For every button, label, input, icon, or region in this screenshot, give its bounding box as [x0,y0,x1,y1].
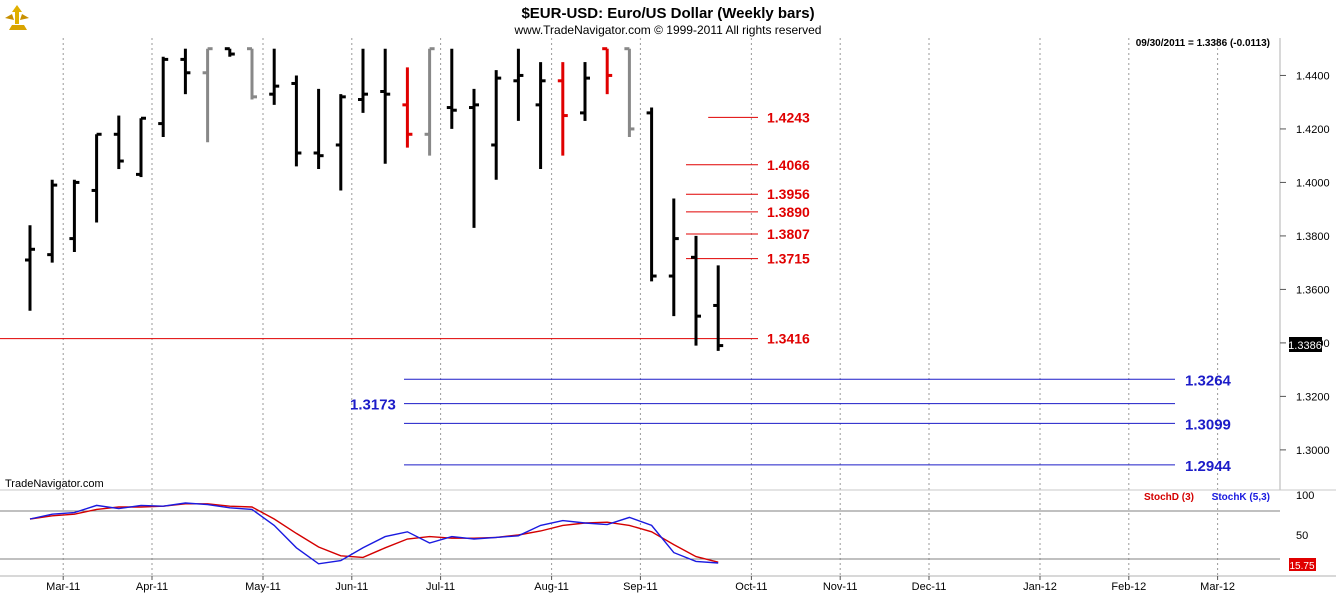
last-price-info: 09/30/2011 = 1.3386 (-0.0113) [1136,38,1270,49]
fib-level-label: 1.4243 [767,109,810,125]
x-tick-label: Jul-11 [426,581,455,593]
watermark-text: TradeNavigator.com [5,478,104,490]
stoch-y-tick-label: 50 [1296,530,1308,542]
fib-level-label: 1.3807 [767,226,810,242]
stoch-y-tick-label: 100 [1296,490,1314,502]
target-level-label: 1.2944 [1185,458,1232,475]
date-axis-ticks: Mar-11 Apr-11 May-11 Jun-11 Jul-11 Aug-11 Sep-… [46,576,1235,593]
last-price-tag: 1.3386 [1288,337,1322,352]
x-tick-label: Apr-11 [136,581,168,593]
price-axis-ticks: 1.30001.32001.34001.36001.38001.40001.42… [1280,70,1330,457]
legend-stochd: StochD (3) [1144,492,1194,503]
x-tick-label: Dec-11 [912,581,947,593]
stochastic-panel: 50 100 [0,490,1314,565]
trade-navigator-logo [4,2,30,34]
y-tick-label: 1.3000 [1296,445,1330,457]
fib-level-label: 1.3416 [767,331,810,347]
x-tick-label: Jan-12 [1023,581,1057,593]
stoch-series-line [29,502,719,565]
y-tick-label: 1.3200 [1296,391,1330,403]
legend-stochk: StochK (5,3) [1212,492,1270,503]
x-tick-label: Mar-12 [1200,581,1235,593]
target-level-label: 1.3264 [1185,372,1232,389]
x-tick-label: May-11 [245,581,281,593]
x-tick-label: Oct-11 [735,581,767,593]
x-tick-label: Aug-11 [534,581,569,593]
last-price-tag-label: 1.3386 [1288,340,1322,352]
x-tick-label: Jun-11 [335,581,368,593]
y-tick-label: 1.4000 [1296,177,1330,189]
x-tick-label: Feb-12 [1111,581,1146,593]
target-level-label: 1.3173 [350,397,396,414]
fib-level-label: 1.3956 [767,186,810,202]
vertical-gridlines [62,38,1219,576]
stoch-last-value-label: 15.75 [1289,561,1314,572]
x-tick-label: Sep-11 [623,581,658,593]
fib-level-label: 1.4066 [767,157,810,173]
stoch-last-value-tag: 15.75 [1289,558,1316,572]
y-tick-label: 1.4200 [1296,124,1330,136]
fibonacci-levels: 1.4243 1.4066 1.3956 1.3890 1.3807 1.3715 1.34… [0,109,810,347]
fib-level-label: 1.3890 [767,204,810,220]
stoch-series-line [29,503,719,563]
chart-title: $EUR-USD: Euro/US Dollar (Weekly bars) [521,5,814,22]
y-tick-label: 1.3600 [1296,284,1330,296]
target-levels: 1.3264 1.3173 1.3099 1.2944 [350,372,1232,475]
x-tick-label: Mar-11 [46,581,80,593]
ohlc-bars [25,47,724,351]
fib-level-label: 1.3715 [767,251,810,267]
y-tick-label: 1.4400 [1296,70,1330,82]
target-level-label: 1.3099 [1185,416,1231,433]
x-tick-label: Nov-11 [823,581,858,593]
y-tick-label: 1.3800 [1296,231,1330,243]
copyright-text: www.TradeNavigator.com © 1999-2011 All r… [514,23,822,37]
